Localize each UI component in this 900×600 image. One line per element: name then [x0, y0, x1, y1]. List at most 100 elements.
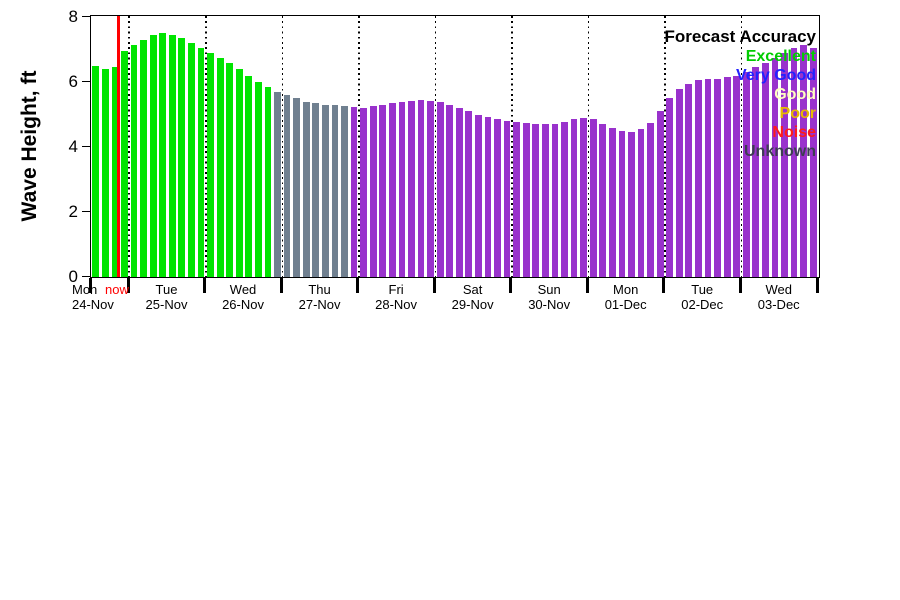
day-label: Wed 26-Nov: [222, 282, 264, 312]
bar: [800, 44, 808, 277]
bar: [197, 47, 205, 277]
bar: [704, 78, 712, 277]
bar: [771, 57, 779, 277]
bar: [398, 101, 406, 277]
day-boundary-gridline: [740, 16, 743, 277]
bar: [522, 122, 530, 277]
bar: [388, 103, 396, 277]
bar: [264, 86, 272, 277]
legend-title: Forecast Accuracy: [664, 27, 816, 46]
bar: [465, 111, 473, 277]
bar: [130, 44, 138, 277]
bar: [666, 98, 674, 277]
bar: [149, 34, 157, 277]
legend-entry: Good: [774, 86, 816, 103]
bar: [369, 106, 377, 277]
bar: [570, 119, 578, 277]
day-boundary-gridline: [281, 16, 284, 277]
bar: [235, 69, 243, 277]
day-label: Sun 30-Nov: [528, 282, 571, 312]
bar: [274, 91, 281, 277]
x-axis-tick: [585, 278, 589, 293]
bar: [608, 127, 616, 277]
x-axis-tick: [509, 278, 513, 293]
bar: [695, 80, 702, 277]
x-axis-tick: [432, 278, 436, 293]
bar: [92, 65, 100, 277]
bar: [216, 57, 224, 277]
bar: [207, 52, 214, 277]
bar: [647, 122, 654, 277]
bar: [255, 82, 262, 277]
bar: [360, 108, 367, 277]
bar: [111, 67, 119, 277]
day-boundary-gridline: [511, 16, 513, 277]
x-axis-tick: [738, 278, 742, 293]
bar: [752, 67, 760, 277]
bar: [321, 104, 329, 277]
bar: [302, 101, 310, 277]
y-tick-mark: [82, 15, 90, 18]
x-axis-tick: [815, 278, 819, 293]
y-tick-mark: [82, 80, 90, 83]
bar: [628, 132, 635, 277]
bar: [475, 114, 482, 277]
legend-entry: Noise: [772, 124, 816, 141]
x-axis-tick: [356, 278, 360, 293]
day-boundary-gridline: [358, 16, 360, 277]
bar: [494, 119, 501, 277]
legend-entry: Poor: [779, 105, 816, 122]
day-label: Thu 27-Nov: [298, 282, 341, 312]
y-tick-label: 0: [68, 266, 78, 286]
bar: [589, 119, 597, 277]
y-tick-label: 6: [68, 71, 78, 91]
bar: [140, 39, 147, 277]
y-tick-mark: [82, 145, 90, 148]
bar: [283, 95, 291, 277]
x-axis-tick: [279, 278, 283, 293]
legend-entry: Unknown: [744, 143, 816, 160]
bar: [685, 83, 693, 277]
bar: [484, 117, 492, 277]
legend-entry: Excellent: [745, 48, 816, 65]
bar: [341, 106, 348, 277]
day-boundary-gridline: [434, 16, 437, 277]
y-tick-mark: [82, 210, 90, 213]
bar: [733, 75, 741, 277]
day-label: Sat 29-Nov: [451, 282, 494, 312]
bar: [599, 124, 607, 277]
now-line: [117, 16, 121, 277]
bar: [188, 43, 195, 277]
bar: [226, 62, 234, 277]
bar: [350, 107, 358, 277]
bar: [436, 102, 444, 277]
bar: [446, 104, 454, 277]
bar: [809, 47, 817, 277]
bar: [580, 117, 588, 277]
bar: [656, 111, 664, 277]
day-boundary-gridline: [128, 16, 131, 277]
plot-area: [90, 15, 820, 278]
bar: [551, 123, 559, 277]
day-boundary-gridline: [204, 16, 207, 277]
y-tick-label: 2: [68, 201, 78, 221]
legend-entry: Very Good: [735, 67, 816, 84]
x-axis-tick: [203, 278, 207, 293]
bar: [427, 100, 434, 277]
bar: [762, 62, 769, 277]
bar: [168, 34, 176, 277]
bar: [312, 103, 320, 277]
x-axis-tick: [88, 278, 92, 293]
y-tick-label: 8: [68, 6, 78, 26]
day-boundary-gridline: [587, 16, 590, 277]
y-tick-mark: [82, 275, 90, 278]
bar: [121, 51, 128, 277]
day-label: Mon 24-Nov: [72, 282, 114, 312]
legend-entries: Excellent Very Good Good Poor Noise Unknown: [664, 47, 816, 161]
bar: [331, 105, 339, 277]
day-boundary-gridline: [664, 16, 666, 277]
bar: [455, 108, 463, 277]
bar: [503, 121, 511, 277]
bar: [675, 88, 683, 277]
